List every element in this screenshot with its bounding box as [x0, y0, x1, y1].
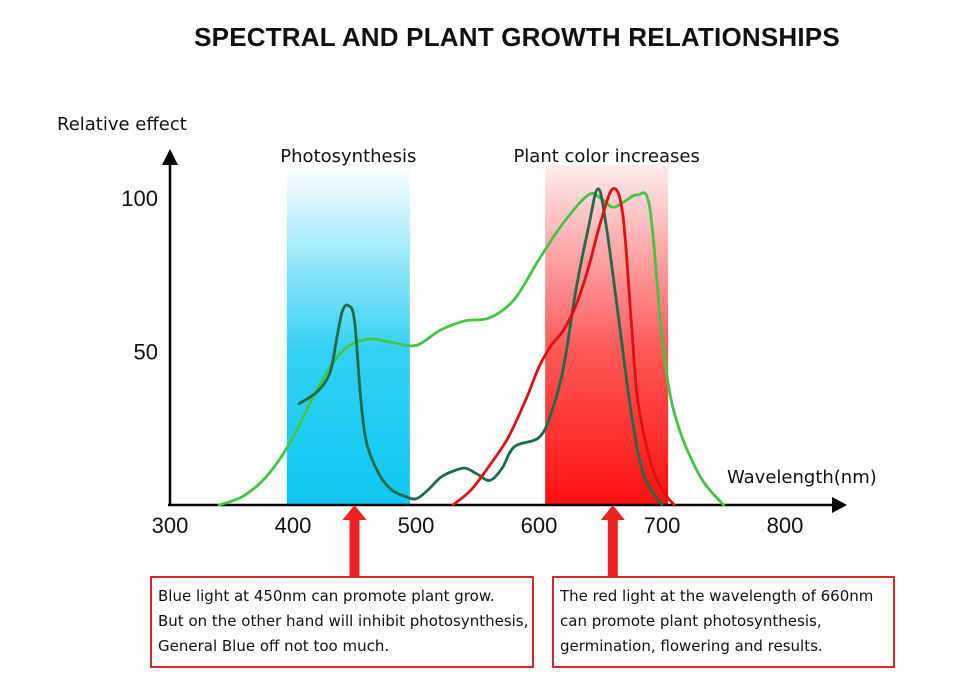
note-line: Blue light at 450nm can promote plant gr…: [158, 587, 495, 605]
note-line: The red light at the wavelength of 660nm: [560, 587, 874, 605]
x-tick-label: 400: [275, 513, 312, 538]
x-axis-arrow-icon: [832, 497, 847, 513]
y-tick-label: 50: [134, 340, 158, 365]
series-line: [217, 191, 725, 507]
band-blue: [286, 165, 410, 505]
page-title: SPECTRAL AND PLANT GROWTH RELATIONSHIPS: [194, 22, 840, 52]
series-line: [297, 187, 664, 507]
y-axis-label: Relative effect: [57, 114, 187, 135]
band-label: Photosynthesis: [280, 146, 416, 167]
x-tick-label: 800: [767, 513, 804, 538]
red-light-note: The red light at the wavelength of 660nm…: [552, 576, 895, 668]
y-tick-label: 100: [121, 186, 158, 211]
x-tick-label: 300: [152, 513, 189, 538]
series-line: [451, 187, 676, 507]
annotation-arrow-icon: [342, 505, 367, 576]
note-line: But on the other hand will inhibit photo…: [158, 612, 529, 630]
x-tick-label: 500: [398, 513, 435, 538]
note-line: General Blue off not too much.: [158, 637, 390, 655]
x-tick-label: 600: [521, 513, 558, 538]
x-axis-label: Wavelength(nm): [727, 467, 877, 488]
y-axis-arrow-icon: [162, 149, 178, 165]
note-line: germination, flowering and results.: [560, 637, 823, 655]
blue-light-note: Blue light at 450nm can promote plant gr…: [150, 576, 534, 668]
note-line: can promote plant photosynthesis,: [560, 612, 822, 630]
x-tick-label: 700: [644, 513, 681, 538]
band-label: Plant color increases: [513, 146, 699, 167]
annotation-arrow-icon: [600, 505, 625, 576]
